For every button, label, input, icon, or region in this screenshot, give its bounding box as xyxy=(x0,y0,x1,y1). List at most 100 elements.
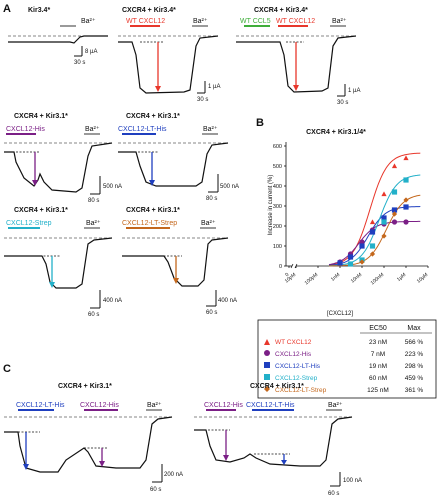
legend-marker xyxy=(264,339,270,345)
y-axis-label: Increase in current (%) xyxy=(268,175,274,236)
data-point xyxy=(369,251,376,257)
scale-x-label: 30 s xyxy=(337,100,348,106)
y-tick-label: 0 xyxy=(279,264,282,270)
x-tick-label: 100pM xyxy=(304,272,320,286)
trace-title: CXCR4 + Kir3.4* xyxy=(122,7,176,14)
trace-a6: CXCR4 + Kir3.1* CXCL12-Strep Ba²⁺ 400 nA… xyxy=(4,207,122,318)
ba-label: Ba²⁺ xyxy=(86,220,101,227)
legend-marker xyxy=(264,362,270,368)
current-trace xyxy=(4,416,173,473)
current-trace xyxy=(194,416,353,467)
ligand-label: CXCL12-Strep xyxy=(6,220,52,227)
arrowhead-1 xyxy=(23,464,29,470)
legend-header-max: Max xyxy=(407,325,421,332)
x-tick-label: 10nM xyxy=(350,272,363,285)
fit-curve xyxy=(328,152,421,266)
chart-points xyxy=(337,155,409,267)
scale-x-label: 80 s xyxy=(88,198,99,204)
legend-ec50: 125 nM xyxy=(367,387,389,394)
ligand2-label: CXCL12-His xyxy=(80,402,119,409)
legend-max: 459 % xyxy=(405,375,424,382)
scale-x-label: 60 s xyxy=(150,487,161,493)
legend-series-name: CXCL12-LT-His xyxy=(275,363,321,370)
data-point xyxy=(403,197,409,203)
data-point xyxy=(403,155,409,161)
data-point xyxy=(391,189,398,195)
scale-y-label: 200 nA xyxy=(164,472,183,478)
x-tick-label: 1nM xyxy=(330,272,341,283)
legend-marker xyxy=(264,386,270,392)
arrowhead-2 xyxy=(99,461,105,467)
legend-max: 566 % xyxy=(405,339,424,346)
data-point xyxy=(337,260,343,266)
scale-x-label: 60 s xyxy=(206,310,217,316)
trace-title: CXCR4 + Kir3.1* xyxy=(250,383,304,390)
current-trace xyxy=(8,35,108,44)
current-trace xyxy=(118,142,229,187)
current-trace xyxy=(4,237,113,289)
x-axis-label: [CXCL12] xyxy=(327,311,353,317)
y-tick-label: 600 xyxy=(273,144,282,150)
ba-label: Ba²⁺ xyxy=(328,402,343,409)
trace-a2: CXCR4 + Kir3.4* WT CXCL12 Ba²⁺ 1 µA 30 s xyxy=(118,7,220,103)
x-tick-label: 1µM xyxy=(396,272,407,283)
trace-a7: CXCR4 + Kir3.1* CXCL12-LT-Strep Ba²⁺ 400… xyxy=(122,207,237,316)
fit-curve xyxy=(328,220,421,266)
data-point xyxy=(391,163,398,169)
y-tick-label: 300 xyxy=(273,204,282,210)
x-tick-label: 100nM xyxy=(370,272,386,286)
trace-a5: CXCR4 + Kir3.1* CXCL12-LT-His Ba²⁺ 500 n… xyxy=(118,113,239,202)
panel-letter-b: B xyxy=(256,117,264,129)
data-point xyxy=(403,204,409,210)
trace-a1: Kir3.4* Ba²⁺ 8 µA 30 s xyxy=(8,7,108,66)
ligand1-label: WT CCL5 xyxy=(240,18,271,25)
data-point xyxy=(369,219,376,225)
scale-x-label: 60 s xyxy=(328,491,339,497)
scale-y-label: 1 µA xyxy=(208,84,220,90)
data-point xyxy=(381,215,387,221)
data-point xyxy=(359,259,365,265)
arrowhead xyxy=(149,180,155,186)
ligand2-label: WT CXCL12 xyxy=(276,18,315,25)
y-tick-label: 500 xyxy=(273,164,282,170)
panel-letter-c: C xyxy=(3,363,11,375)
legend-ec50: 60 nM xyxy=(369,375,387,382)
scale-x-label: 80 s xyxy=(206,196,217,202)
arrowhead xyxy=(293,85,299,91)
ba-label: Ba²⁺ xyxy=(193,18,208,25)
ligand2-label: CXCL12-LT-His xyxy=(246,402,295,409)
current-trace xyxy=(236,35,357,93)
y-tick-label: 400 xyxy=(273,184,282,190)
scale-y-label: 500 nA xyxy=(103,184,122,190)
data-point xyxy=(391,211,398,217)
trace-title: CXCR4 + Kir3.1* xyxy=(14,113,68,120)
trace-c2: CXCR4 + Kir3.1* CXCL12-His CXCL12-LT-His… xyxy=(194,383,362,497)
ligand1-label: CXCL12-LT-His xyxy=(16,402,65,409)
trace-title: CXCR4 + Kir3.1* xyxy=(58,383,112,390)
arrowhead xyxy=(173,278,179,284)
legend-border xyxy=(257,319,437,399)
legend-ec50: 19 nM xyxy=(369,363,387,370)
y-tick-label: 200 xyxy=(273,224,282,230)
legend-series-name: CXCL12-LT-Strep xyxy=(275,387,327,394)
y-tick-label: 100 xyxy=(273,244,282,250)
data-point xyxy=(381,233,387,239)
trace-c1: CXCR4 + Kir3.1* CXCL12-LT-His CXCL12-His… xyxy=(4,383,183,493)
data-point xyxy=(391,207,398,213)
ba-label: Ba²⁺ xyxy=(85,126,100,133)
scale-y-label: 500 nA xyxy=(220,184,239,190)
trace-title: CXCR4 + Kir3.1* xyxy=(126,113,180,120)
trace-a4: CXCR4 + Kir3.1* CXCL12-His Ba²⁺ 500 nA 8… xyxy=(4,113,122,204)
legend-max: 223 % xyxy=(405,351,424,358)
scale-x-label: 30 s xyxy=(74,60,85,66)
scale-y-label: 8 µA xyxy=(85,49,97,55)
legend-marker xyxy=(264,374,270,380)
trace-title: Kir3.4* xyxy=(28,7,50,14)
x-tick-label: 10µM xyxy=(416,272,430,285)
arrowhead xyxy=(155,86,161,92)
scale-x-label: 30 s xyxy=(197,97,208,103)
legend-ec50: 7 nM xyxy=(371,351,385,358)
scale-y-label: 1 µA xyxy=(348,88,360,94)
trace-title: CXCR4 + Kir3.1* xyxy=(126,207,180,214)
legend-header-ec50: EC50 xyxy=(369,325,387,332)
